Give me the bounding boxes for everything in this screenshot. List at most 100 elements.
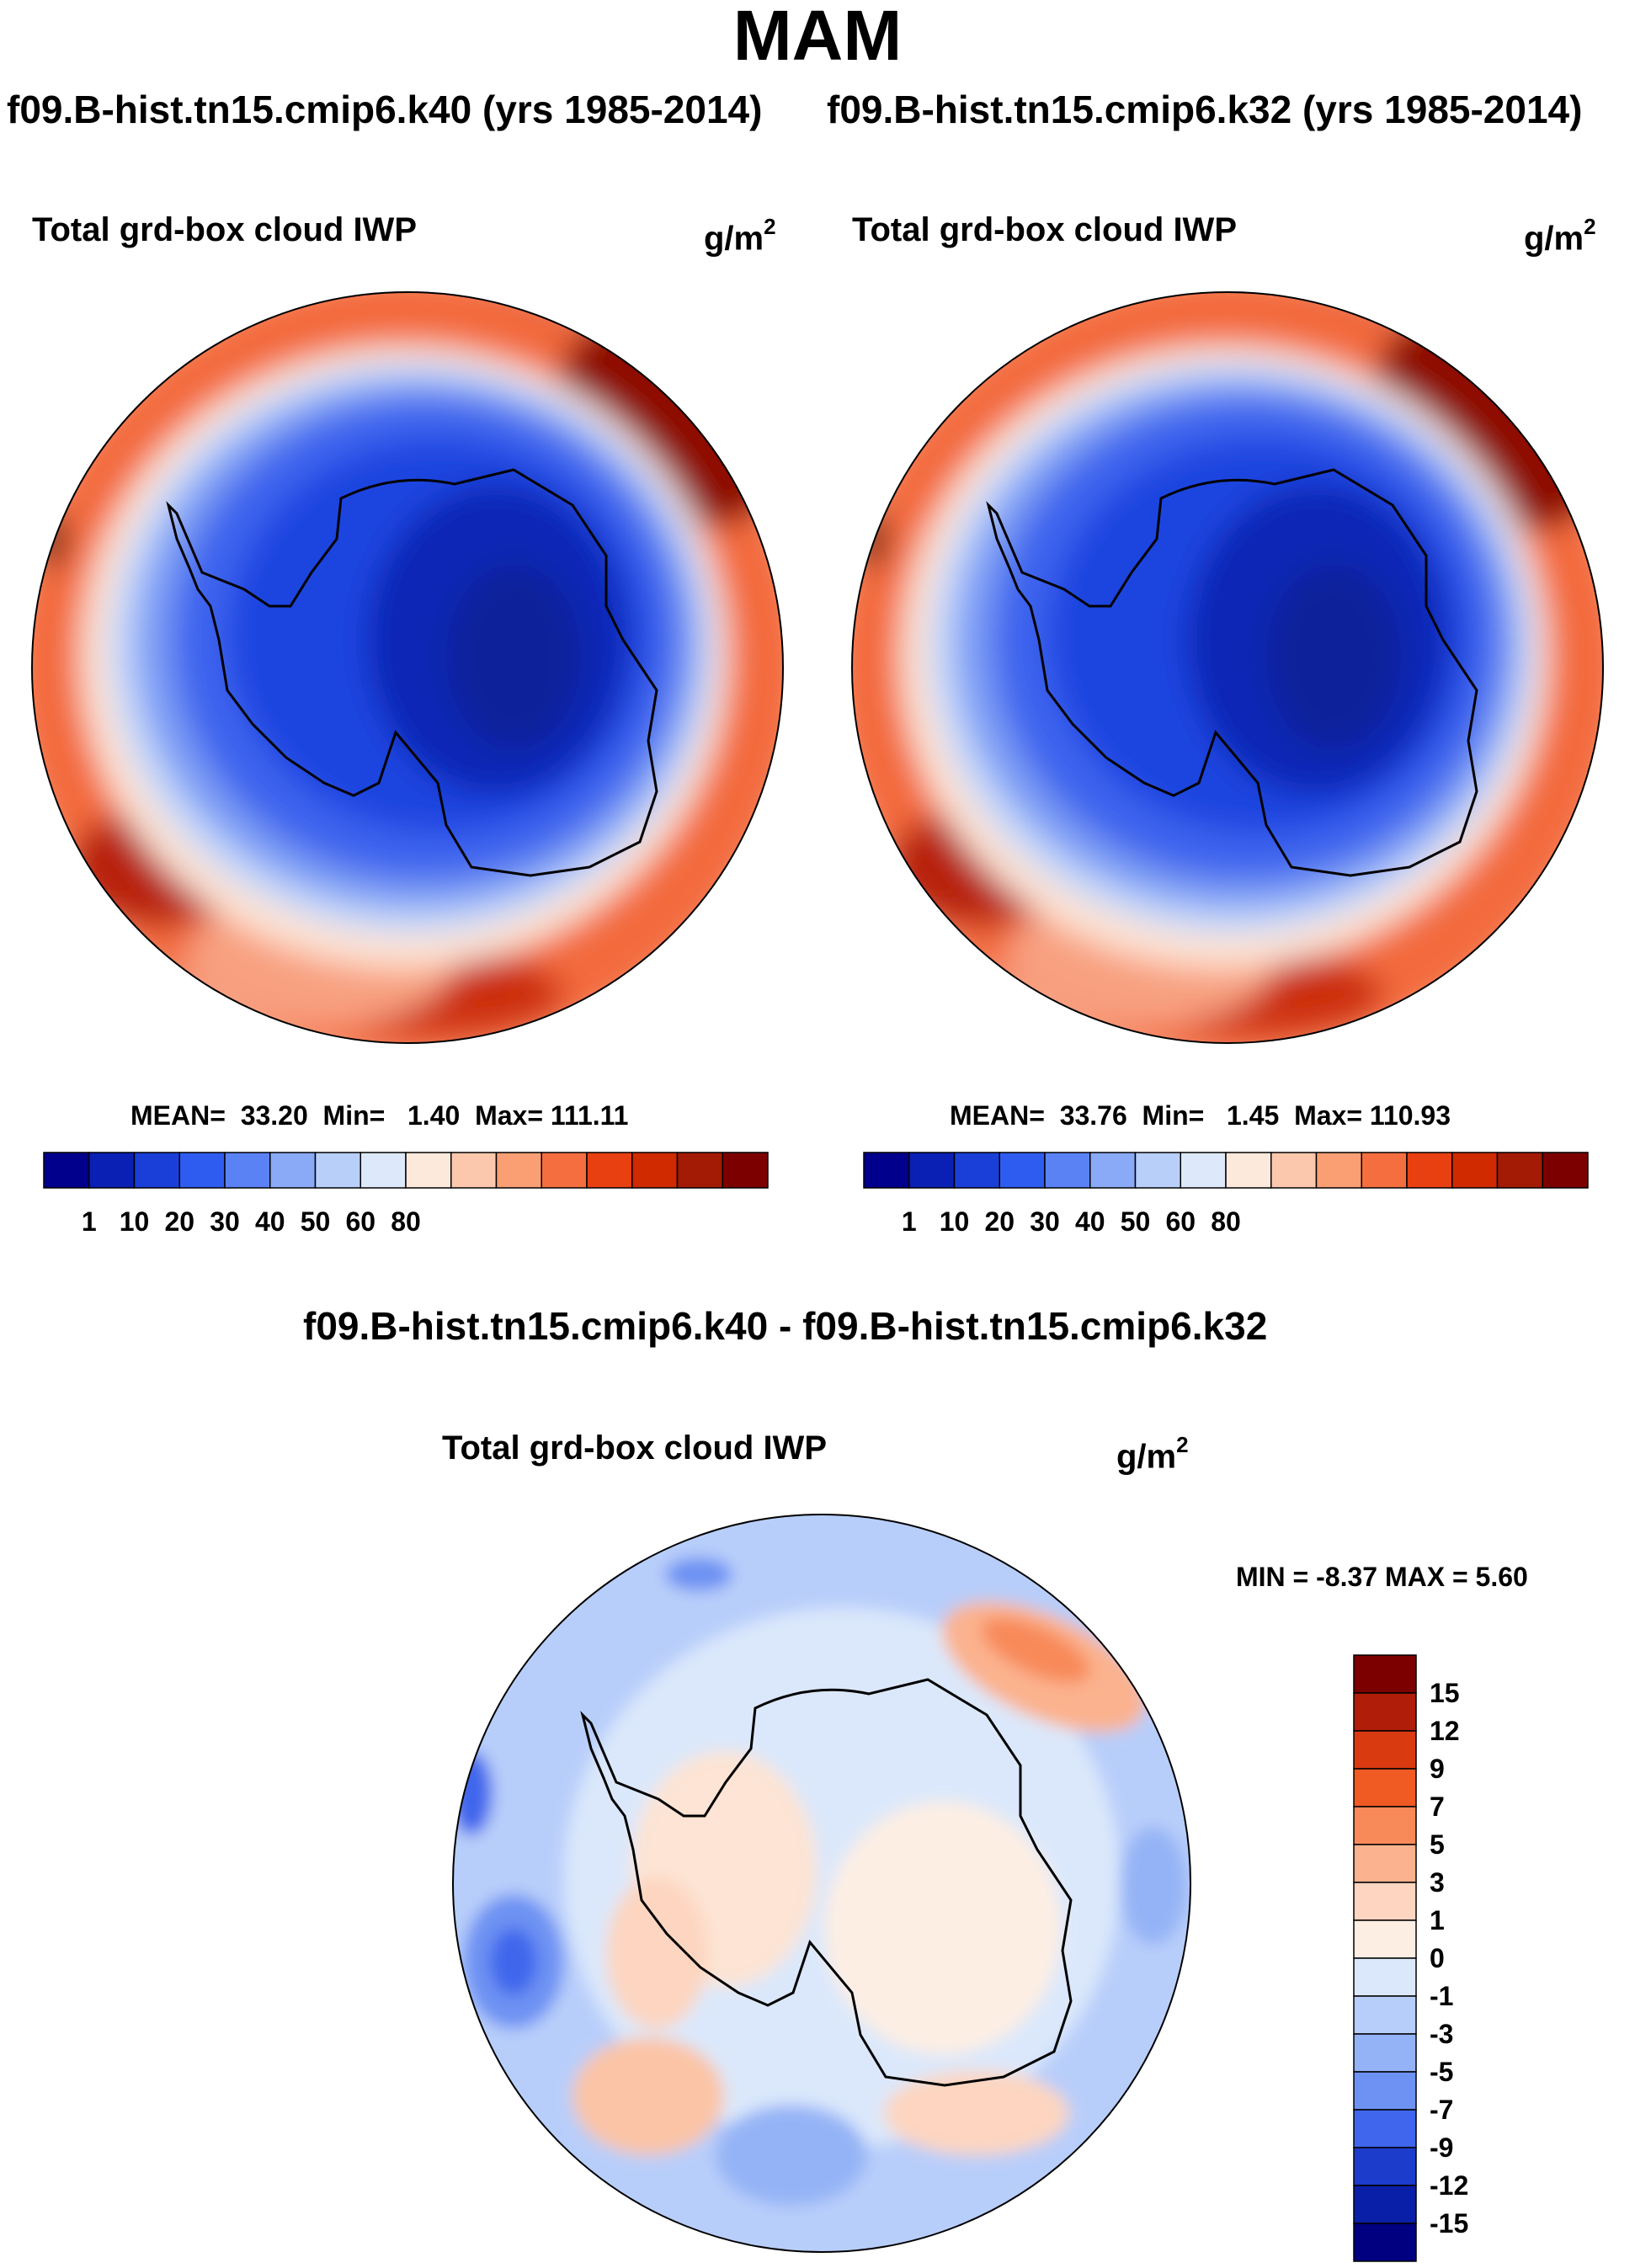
colorbar-right-tick-label: 40	[1075, 1206, 1105, 1237]
colorbar-right-swatch-4	[1044, 1152, 1091, 1189]
colorbar-left-swatch-11	[541, 1152, 588, 1189]
colorbar-left-tick-label: 40	[255, 1206, 285, 1237]
colorbar-difference-tick-label: 5	[1430, 1829, 1445, 1860]
panel-right-variable: Total grd-box cloud IWP	[852, 211, 1237, 248]
colorbar-difference-swatch-6	[1353, 1882, 1417, 1921]
colorbar-difference-tick-label: 9	[1430, 1754, 1445, 1784]
colorbar-left-swatch-12	[586, 1152, 633, 1189]
antarctica-coastline-right	[986, 468, 1478, 877]
colorbar-right-swatch-8	[1225, 1152, 1272, 1189]
map-right	[852, 292, 1603, 1043]
colorbar-left-tick-label: 30	[210, 1206, 240, 1237]
colorbar-right-swatch-12	[1406, 1152, 1453, 1189]
map-left	[32, 292, 783, 1043]
panel-left-units: g/m2	[704, 214, 776, 258]
colorbar-right-swatch-0	[863, 1152, 910, 1189]
colorbar-difference-tick-label: -1	[1430, 1981, 1453, 2011]
colorbar-right-swatch-3	[999, 1152, 1046, 1189]
colorbar-left-tick-label: 80	[391, 1206, 421, 1237]
colorbar-left-swatch-7	[359, 1152, 407, 1189]
colorbar-right-tick-label: 20	[984, 1206, 1015, 1237]
colorbar-difference-tick-label: 12	[1430, 1716, 1460, 1746]
colorbar-left-tick-label: 1	[82, 1206, 97, 1237]
colorbar-difference-swatch-10	[1353, 2033, 1417, 2073]
colorbar-left-tick-label: 60	[345, 1206, 375, 1237]
panel-left-stats: MEAN= 33.20 Min= 1.40 Max= 111.11	[130, 1100, 629, 1131]
colorbar-difference-tick-label: -3	[1430, 2019, 1453, 2049]
colorbar-difference-tick-label: 15	[1430, 1678, 1460, 1708]
colorbar-difference-tick-label: -12	[1430, 2170, 1468, 2201]
season-title: MAM	[732, 0, 903, 75]
colorbar-difference-swatch-7	[1353, 1919, 1417, 1959]
map-difference	[453, 1515, 1190, 2252]
colorbar-right-swatch-7	[1180, 1152, 1227, 1189]
colorbar-left-swatch-6	[314, 1152, 361, 1189]
colorbar-right-swatch-13	[1451, 1152, 1499, 1189]
colorbar-difference-swatch-12	[1353, 2109, 1417, 2148]
colorbar-left-swatch-3	[178, 1152, 226, 1189]
map-right-border	[851, 291, 1604, 1044]
colorbar-difference-tick-label: 1	[1430, 1905, 1445, 1935]
colorbar-difference-swatch-4	[1353, 1806, 1417, 1845]
colorbar-left-tick-label: 50	[301, 1206, 331, 1237]
colorbar-difference-tick-label: 7	[1430, 1792, 1445, 1822]
colorbar-left-swatch-5	[269, 1152, 317, 1189]
colorbar-difference-tick-label: -9	[1430, 2132, 1453, 2163]
colorbar-left-swatch-4	[224, 1152, 271, 1189]
difference-title: f09.B-hist.tn15.cmip6.k40 - f09.B-hist.t…	[303, 1304, 1268, 1348]
colorbar-right-swatch-14	[1496, 1152, 1543, 1189]
colorbar-left-swatch-10	[495, 1152, 542, 1189]
colorbar-left-swatch-13	[631, 1152, 679, 1189]
colorbar-left-swatch-9	[450, 1152, 498, 1189]
colorbar-right-swatch-9	[1270, 1152, 1318, 1189]
colorbar-right-tick-label: 30	[1030, 1206, 1060, 1237]
difference-stats: MIN = -8.37 MAX = 5.60	[1236, 1562, 1528, 1592]
colorbar-left-swatch-14	[676, 1152, 723, 1189]
colorbar-left-swatch-0	[43, 1152, 90, 1189]
colorbar-right-swatch-11	[1361, 1152, 1408, 1189]
colorbar-difference-swatch-0	[1353, 1654, 1417, 1694]
colorbar-right-swatch-5	[1089, 1152, 1137, 1189]
colorbar-difference-swatch-3	[1353, 1768, 1417, 1807]
colorbar-difference-swatch-9	[1353, 1995, 1417, 2035]
colorbar-right-tick-label: 60	[1165, 1206, 1196, 1237]
colorbar-right-swatch-15	[1542, 1152, 1589, 1189]
antarctica-coastline-left	[166, 468, 658, 877]
colorbar-left-tick-label: 10	[120, 1206, 150, 1237]
colorbar-right-swatch-2	[953, 1152, 1000, 1189]
colorbar-left-swatch-8	[405, 1152, 452, 1189]
colorbar-right-tick-label: 50	[1121, 1206, 1151, 1237]
antarctica-coastline-difference	[580, 1678, 1073, 2087]
colorbar-difference-swatch-8	[1353, 1957, 1417, 1997]
colorbar-right-swatch-1	[908, 1152, 956, 1189]
colorbar-left-tick-label: 20	[164, 1206, 194, 1237]
colorbar-right-swatch-10	[1315, 1152, 1362, 1189]
panel-left-subtitle: f09.B-hist.tn15.cmip6.k40 (yrs 1985-2014…	[7, 88, 763, 131]
panel-right-units: g/m2	[1524, 214, 1596, 258]
colorbar-difference-tick-label: -7	[1430, 2095, 1453, 2125]
colorbar-difference-tick-label: 0	[1430, 1943, 1445, 1973]
difference-units: g/m2	[1116, 1432, 1189, 1476]
colorbar-right-swatch-6	[1134, 1152, 1181, 1189]
panel-left-variable: Total grd-box cloud IWP	[32, 211, 417, 248]
panel-right-subtitle: f09.B-hist.tn15.cmip6.k32 (yrs 1985-2014…	[827, 88, 1583, 131]
colorbar-right-tick-label: 1	[902, 1206, 917, 1237]
difference-variable: Total grd-box cloud IWP	[442, 1429, 827, 1467]
colorbars: 1 10 20 30 40 50 60 80 1 10 20 30 40 50 60 801512975310…	[43, 1152, 1589, 2262]
colorbar-difference-tick-label: -5	[1430, 2057, 1453, 2087]
colorbar-difference-swatch-2	[1353, 1730, 1417, 1770]
colorbar-difference-swatch-13	[1353, 2147, 1417, 2186]
colorbar-right-tick-label: 80	[1211, 1206, 1241, 1237]
colorbar-difference-swatch-14	[1353, 2185, 1417, 2224]
colorbar-difference-tick-label: 3	[1430, 1867, 1445, 1898]
colorbar-left-swatch-1	[88, 1152, 136, 1189]
colorbar-difference-swatch-5	[1353, 1844, 1417, 1883]
map-left-border	[31, 291, 784, 1044]
map-difference-border	[452, 1514, 1191, 2253]
colorbar-difference-swatch-11	[1353, 2071, 1417, 2111]
colorbar-right-tick-label: 10	[940, 1206, 970, 1237]
colorbar-difference-swatch-1	[1353, 1692, 1417, 1732]
colorbar-left-swatch-15	[722, 1152, 769, 1189]
colorbar-difference-tick-label: -15	[1430, 2208, 1468, 2239]
